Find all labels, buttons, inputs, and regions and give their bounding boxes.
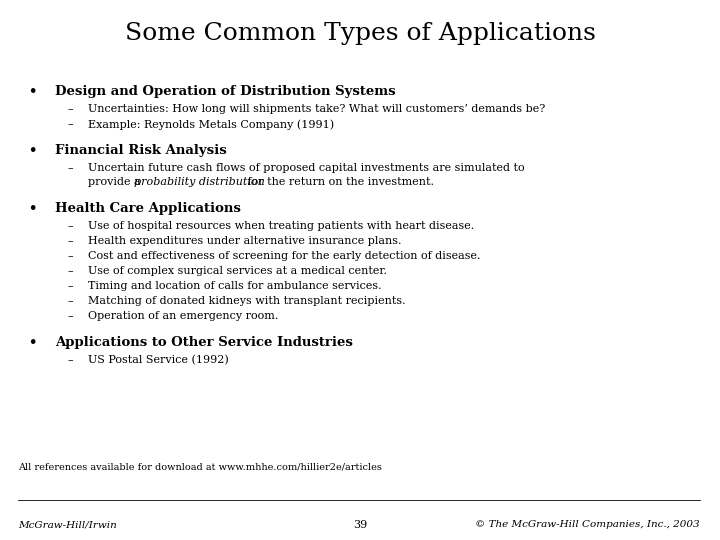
Text: •: • (28, 144, 37, 157)
Text: –: – (68, 296, 73, 306)
Text: –: – (68, 163, 73, 173)
Text: Use of hospital resources when treating patients with heart disease.: Use of hospital resources when treating … (88, 221, 474, 231)
Text: Matching of donated kidneys with transplant recipients.: Matching of donated kidneys with transpl… (88, 296, 405, 306)
Text: –: – (68, 281, 73, 291)
Text: Applications to Other Service Industries: Applications to Other Service Industries (55, 336, 353, 349)
Text: Cost and effectiveness of screening for the early detection of disease.: Cost and effectiveness of screening for … (88, 251, 480, 261)
Text: –: – (68, 355, 73, 365)
Text: 39: 39 (353, 520, 367, 530)
Text: All references available for download at www.mhhe.com/hillier2e/articles: All references available for download at… (18, 462, 382, 471)
Text: –: – (68, 311, 73, 321)
Text: Timing and location of calls for ambulance services.: Timing and location of calls for ambulan… (88, 281, 382, 291)
Text: •: • (28, 85, 37, 98)
Text: US Postal Service (1992): US Postal Service (1992) (88, 355, 229, 366)
Text: Example: Reynolds Metals Company (1991): Example: Reynolds Metals Company (1991) (88, 119, 334, 130)
Text: •: • (28, 202, 37, 215)
Text: Health expenditures under alternative insurance plans.: Health expenditures under alternative in… (88, 236, 402, 246)
Text: provide a: provide a (88, 177, 144, 187)
Text: Health Care Applications: Health Care Applications (55, 202, 241, 215)
Text: –: – (68, 119, 73, 129)
Text: –: – (68, 266, 73, 276)
Text: –: – (68, 251, 73, 261)
Text: Financial Risk Analysis: Financial Risk Analysis (55, 144, 227, 157)
Text: Operation of an emergency room.: Operation of an emergency room. (88, 311, 279, 321)
Text: Uncertain future cash flows of proposed capital investments are simulated to: Uncertain future cash flows of proposed … (88, 163, 525, 173)
Text: © The McGraw-Hill Companies, Inc., 2003: © The McGraw-Hill Companies, Inc., 2003 (475, 520, 700, 529)
Text: Some Common Types of Applications: Some Common Types of Applications (125, 22, 595, 45)
Text: Design and Operation of Distribution Systems: Design and Operation of Distribution Sys… (55, 85, 395, 98)
Text: –: – (68, 104, 73, 114)
Text: McGraw-Hill/Irwin: McGraw-Hill/Irwin (18, 520, 117, 529)
Text: probability distribution: probability distribution (134, 177, 265, 187)
Text: for the return on the investment.: for the return on the investment. (244, 177, 434, 187)
Text: –: – (68, 236, 73, 246)
Text: Use of complex surgical services at a medical center.: Use of complex surgical services at a me… (88, 266, 387, 276)
Text: •: • (28, 336, 37, 349)
Text: –: – (68, 221, 73, 231)
Text: Uncertainties: How long will shipments take? What will customers’ demands be?: Uncertainties: How long will shipments t… (88, 104, 545, 114)
